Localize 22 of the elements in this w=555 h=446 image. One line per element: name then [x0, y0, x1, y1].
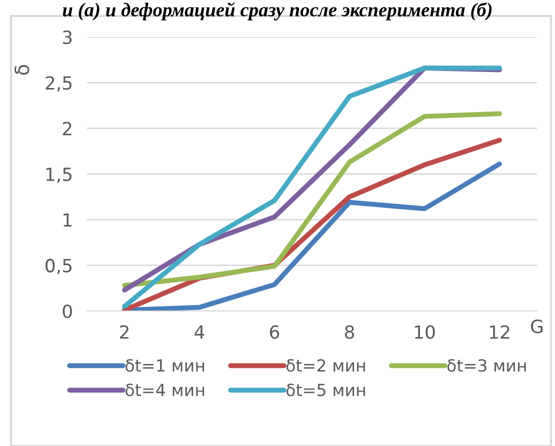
x-tick-label: 2: [120, 325, 128, 339]
y-axis-title: δ: [14, 64, 30, 75]
y-tick-label: 0: [62, 304, 72, 318]
y-tick-label: 3: [63, 30, 72, 44]
x-tick-label: 12: [490, 325, 510, 339]
chart-title: и (а) и деформацией сразу после эксперимента (б): [62, 2, 492, 20]
x-axis-title: G: [531, 320, 543, 334]
x-tick-label: 4: [194, 325, 204, 339]
y-tick-label: 0,5: [46, 258, 72, 274]
legend-label: δt=1 мин: [126, 359, 204, 372]
x-tick-label: 10: [414, 325, 435, 339]
x-tick-label: 6: [270, 325, 280, 339]
y-tick-label: 1: [64, 213, 72, 227]
legend-label: δt=5 мин: [286, 384, 365, 396]
legend-label: δt=4 мин: [126, 384, 204, 396]
y-tick-label: 2,5: [46, 76, 72, 92]
legend-label: δt=2 мин: [286, 359, 365, 372]
x-tick-label: 8: [344, 325, 354, 339]
line-series: [122, 111, 502, 288]
y-tick-label: 1,5: [46, 168, 72, 183]
y-tick-label: 2: [62, 122, 72, 136]
legend-label: δt=3 мин: [447, 359, 526, 372]
